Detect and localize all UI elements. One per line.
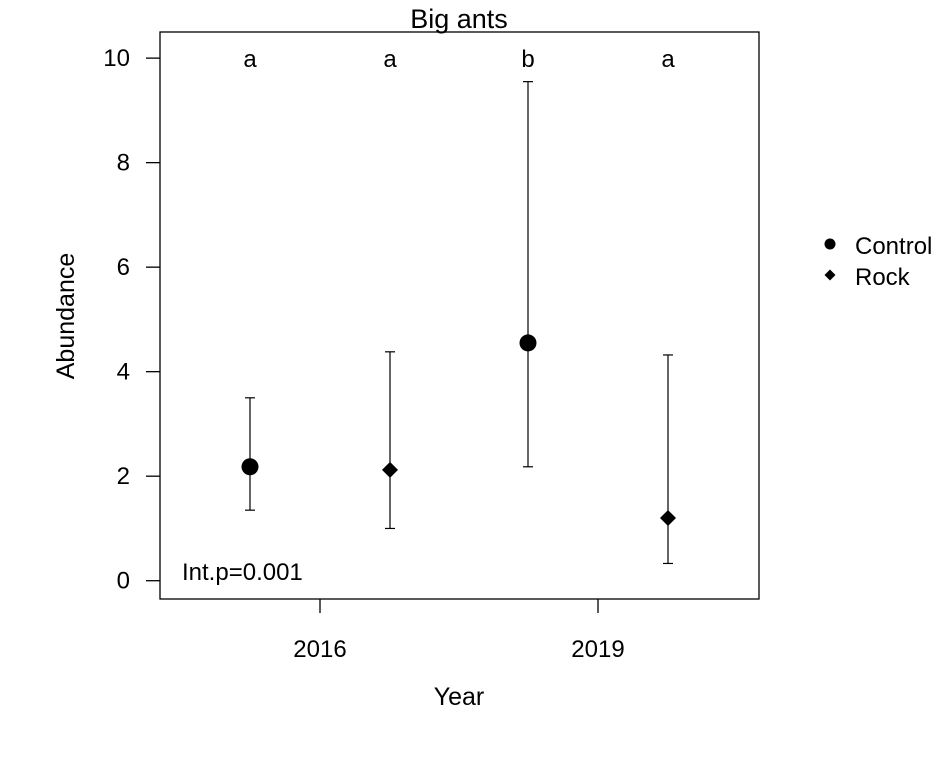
y-axis-label: Abundance xyxy=(52,253,80,380)
rock-point xyxy=(382,461,398,478)
y-tick-label: 4 xyxy=(117,359,130,386)
y-tick-label: 6 xyxy=(117,254,130,281)
interaction-p-annotation: Int.p=0.001 xyxy=(182,559,303,586)
legend-control-symbol xyxy=(824,238,836,250)
y-tick-label: 10 xyxy=(103,45,130,72)
significance-letter: a xyxy=(243,46,257,73)
legend: Control Rock xyxy=(824,233,932,291)
legend-label: Rock xyxy=(855,264,911,291)
chart-title: Big ants xyxy=(410,4,508,34)
significance-letter: b xyxy=(521,46,534,73)
x-tick-label: 2016 xyxy=(293,636,346,663)
legend-label: Control xyxy=(855,233,932,260)
significance-letter: a xyxy=(661,46,675,73)
x-axis-label: Year xyxy=(434,683,485,711)
rock-point xyxy=(660,510,676,526)
plot-frame xyxy=(159,31,760,600)
legend-rock-symbol xyxy=(824,269,836,281)
control-point xyxy=(241,458,259,476)
y-tick-label: 0 xyxy=(117,568,130,595)
significance-letter: a xyxy=(383,46,397,73)
y-tick-label: 2 xyxy=(117,463,130,490)
data-marks: a ba a xyxy=(241,46,676,565)
y-tick-label: 8 xyxy=(117,150,130,177)
x-tick-label: 2019 xyxy=(571,636,624,663)
control-point xyxy=(519,334,537,352)
x-axis: 2016 2019 xyxy=(293,599,625,663)
y-axis: 0 2 4 6 8 10 xyxy=(103,45,160,595)
